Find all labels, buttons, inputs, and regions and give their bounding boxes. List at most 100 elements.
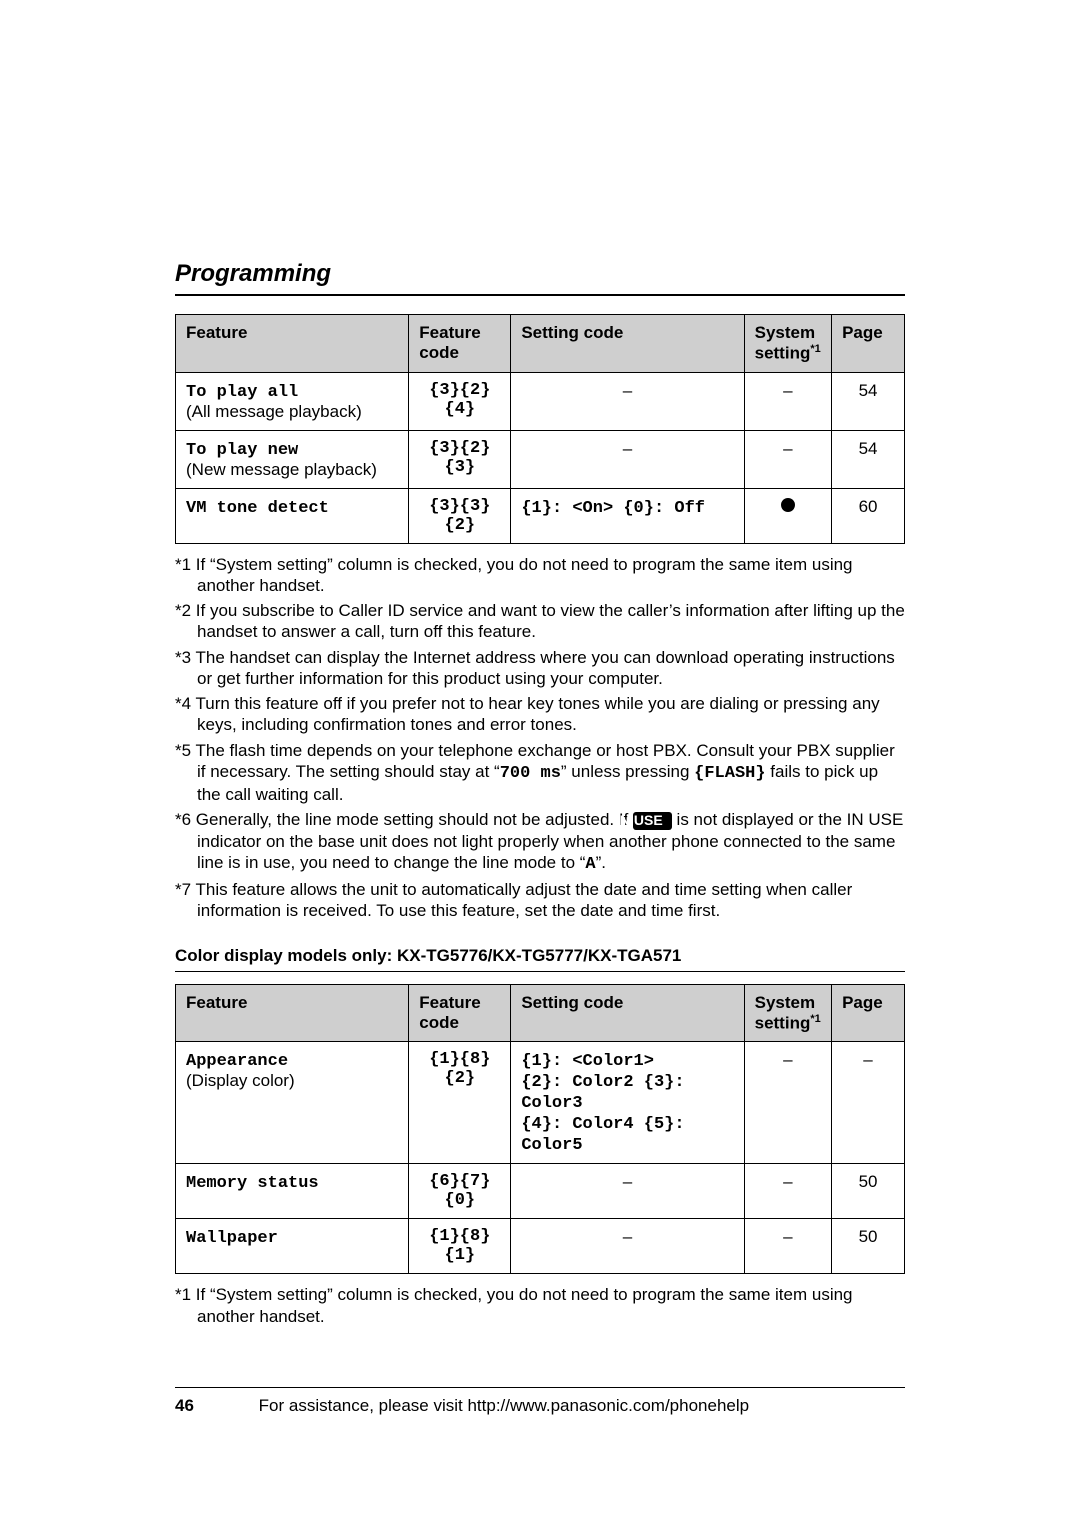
th-page: Page [832, 315, 905, 373]
feature-sub: (Display color) [186, 1071, 295, 1090]
th-system-setting: System setting*1 [744, 984, 831, 1042]
table-row: To play all(All message playback) {3}{2}… [176, 372, 905, 430]
feature-mono: To play new [186, 441, 298, 460]
setting-key: {3} [644, 1073, 675, 1092]
cell-setting: – [511, 1164, 744, 1219]
th-system-label: System setting [755, 993, 815, 1033]
setting-key: {2} [521, 1073, 552, 1092]
footnote: *3 The handset can display the Internet … [175, 647, 905, 690]
cell-setting: {1}: <On> {0}: Off [511, 488, 744, 543]
cell-setting: {1}: <Color1> {2}: Color2 {3}: Color3 {4… [511, 1042, 744, 1164]
table-row: To play new(New message playback) {3}{2}… [176, 430, 905, 488]
cell-system: – [744, 430, 831, 488]
feature-table-1: Feature Feature code Setting code System… [175, 314, 905, 544]
setting-key: {1} [521, 499, 552, 518]
cell-system [744, 488, 831, 543]
th-page: Page [832, 984, 905, 1042]
setting-key: {4} [521, 1115, 552, 1134]
table-header-row: Feature Feature code Setting code System… [176, 984, 905, 1042]
setting-label: : <On> [552, 499, 623, 518]
footnote: *1 If “System setting” column is checked… [175, 554, 905, 597]
cell-code: {6}{7}{0} [409, 1164, 511, 1219]
cell-code: {3}{2}{4} [409, 372, 511, 430]
footnote: *1 If “System setting” column is checked… [175, 1284, 905, 1327]
cell-feature: Wallpaper [176, 1219, 409, 1274]
table-header-row: Feature Feature code Setting code System… [176, 315, 905, 373]
footnote: *6 Generally, the line mode setting shou… [175, 809, 905, 875]
feature-mono: Appearance [186, 1052, 288, 1071]
subheading: Color display models only: KX-TG5776/KX-… [175, 946, 905, 972]
cell-page: – [832, 1042, 905, 1164]
note-mono: 700 ms [500, 764, 561, 783]
setting-label: : Color2 [552, 1073, 644, 1092]
th-feature: Feature [176, 984, 409, 1042]
setting-label: : Color4 [552, 1115, 644, 1134]
cell-code: {1}{8}{1} [409, 1219, 511, 1274]
footnote: *5 The flash time depends on your teleph… [175, 740, 905, 806]
cell-feature: VM tone detect [176, 488, 409, 543]
th-feature: Feature [176, 315, 409, 373]
footnote: *2 If you subscribe to Caller ID service… [175, 600, 905, 643]
cell-code: {3}{2}{3} [409, 430, 511, 488]
cell-setting: – [511, 1219, 744, 1274]
page-number: 46 [175, 1396, 194, 1415]
cell-page: 54 [832, 372, 905, 430]
table2-body: Appearance(Display color) {1}{8}{2} {1}:… [176, 1042, 905, 1274]
page: Programming Feature Feature code Setting… [0, 0, 1080, 1476]
cell-system: – [744, 1042, 831, 1164]
th-feature-code: Feature code [409, 984, 511, 1042]
cell-feature: To play all(All message playback) [176, 372, 409, 430]
feature-mono: To play all [186, 383, 298, 402]
cell-code: {3}{3}{2} [409, 488, 511, 543]
feature-mono: Memory status [186, 1174, 319, 1193]
setting-label: : Off [654, 499, 705, 518]
in-use-badge-icon: IN USE [633, 812, 672, 830]
th-setting-code: Setting code [511, 984, 744, 1042]
table-row: Memory status {6}{7}{0} – – 50 [176, 1164, 905, 1219]
note-text: *6 Generally, the line mode setting shou… [175, 810, 633, 829]
feature-sub: (New message playback) [186, 460, 377, 479]
cell-system: – [744, 372, 831, 430]
cell-setting: – [511, 430, 744, 488]
feature-mono: Wallpaper [186, 1229, 278, 1248]
cell-system: – [744, 1164, 831, 1219]
cell-feature: To play new(New message playback) [176, 430, 409, 488]
th-system-label: System setting [755, 323, 815, 363]
cell-feature: Memory status [176, 1164, 409, 1219]
table-row: Appearance(Display color) {1}{8}{2} {1}:… [176, 1042, 905, 1164]
th-feature-code: Feature code [409, 315, 511, 373]
footer-text: For assistance, please visit http://www.… [259, 1396, 749, 1415]
footnotes-1: *1 If “System setting” column is checked… [175, 554, 905, 922]
th-sup: *1 [810, 1013, 820, 1025]
dot-icon [781, 498, 795, 512]
cell-page: 60 [832, 488, 905, 543]
cell-page: 50 [832, 1219, 905, 1274]
setting-key: {1} [521, 1052, 552, 1071]
section-title: Programming [175, 260, 905, 296]
cell-feature: Appearance(Display color) [176, 1042, 409, 1164]
table-row: Wallpaper {1}{8}{1} – – 50 [176, 1219, 905, 1274]
cell-system: – [744, 1219, 831, 1274]
footnote: *4 Turn this feature off if you prefer n… [175, 693, 905, 736]
feature-mono: VM tone detect [186, 499, 329, 518]
setting-key: {5} [644, 1115, 675, 1134]
note-mono: A [585, 855, 595, 874]
cell-page: 54 [832, 430, 905, 488]
th-sup: *1 [810, 343, 820, 355]
feature-table-2: Feature Feature code Setting code System… [175, 984, 905, 1275]
footnote: *7 This feature allows the unit to autom… [175, 879, 905, 922]
note-text: ” unless pressing [561, 762, 694, 781]
cell-code: {1}{8}{2} [409, 1042, 511, 1164]
feature-sub: (All message playback) [186, 402, 362, 421]
note-text: ”. [596, 853, 606, 872]
footnotes-2: *1 If “System setting” column is checked… [175, 1284, 905, 1327]
page-footer: 46 For assistance, please visit http://w… [175, 1387, 905, 1416]
setting-key: {0} [623, 499, 654, 518]
cell-setting: – [511, 372, 744, 430]
setting-label: : <Color1> [552, 1052, 654, 1071]
flash-key: {FLASH} [694, 764, 765, 783]
th-setting-code: Setting code [511, 315, 744, 373]
table-row: VM tone detect {3}{3}{2} {1}: <On> {0}: … [176, 488, 905, 543]
table1-body: To play all(All message playback) {3}{2}… [176, 372, 905, 543]
cell-page: 50 [832, 1164, 905, 1219]
